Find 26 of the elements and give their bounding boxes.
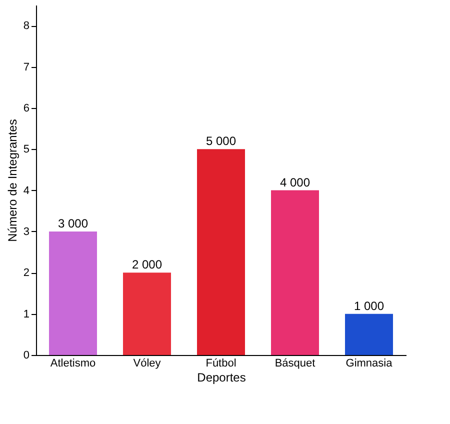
annotation: 4 000: [280, 175, 310, 190]
bar: [345, 314, 393, 355]
y-tick-label: 1: [23, 308, 30, 320]
y-tick-label: 8: [23, 20, 30, 32]
bar: [49, 231, 97, 355]
y-axis-title: Número de Integrantes: [5, 119, 20, 242]
annotation: 3 000: [58, 216, 88, 230]
bar: [197, 149, 245, 355]
y-tick-label: 3: [23, 226, 30, 238]
x-tick-label: Vóley: [133, 358, 162, 370]
x-axis-title: Deportes: [197, 370, 246, 384]
bar: [271, 190, 319, 355]
annotation: 1 000: [354, 298, 384, 313]
y-tick-label: 5: [23, 144, 30, 156]
x-tick-label: Fútbol: [206, 358, 236, 370]
x-tick-label: Atletismo: [50, 358, 96, 370]
y-tick-label: 6: [23, 102, 30, 114]
y-tick-label: 2: [23, 267, 30, 280]
y-tick-label: 0: [23, 350, 30, 362]
y-tick-label: 4: [23, 184, 30, 197]
annotation: 2 000: [132, 258, 162, 272]
annotation: 5 000: [206, 134, 236, 148]
x-tick-label: Gimnasia: [346, 358, 394, 370]
y-tick-label: 7: [23, 61, 30, 74]
x-tick-label: Básquet: [274, 358, 316, 370]
bar: [123, 272, 171, 355]
